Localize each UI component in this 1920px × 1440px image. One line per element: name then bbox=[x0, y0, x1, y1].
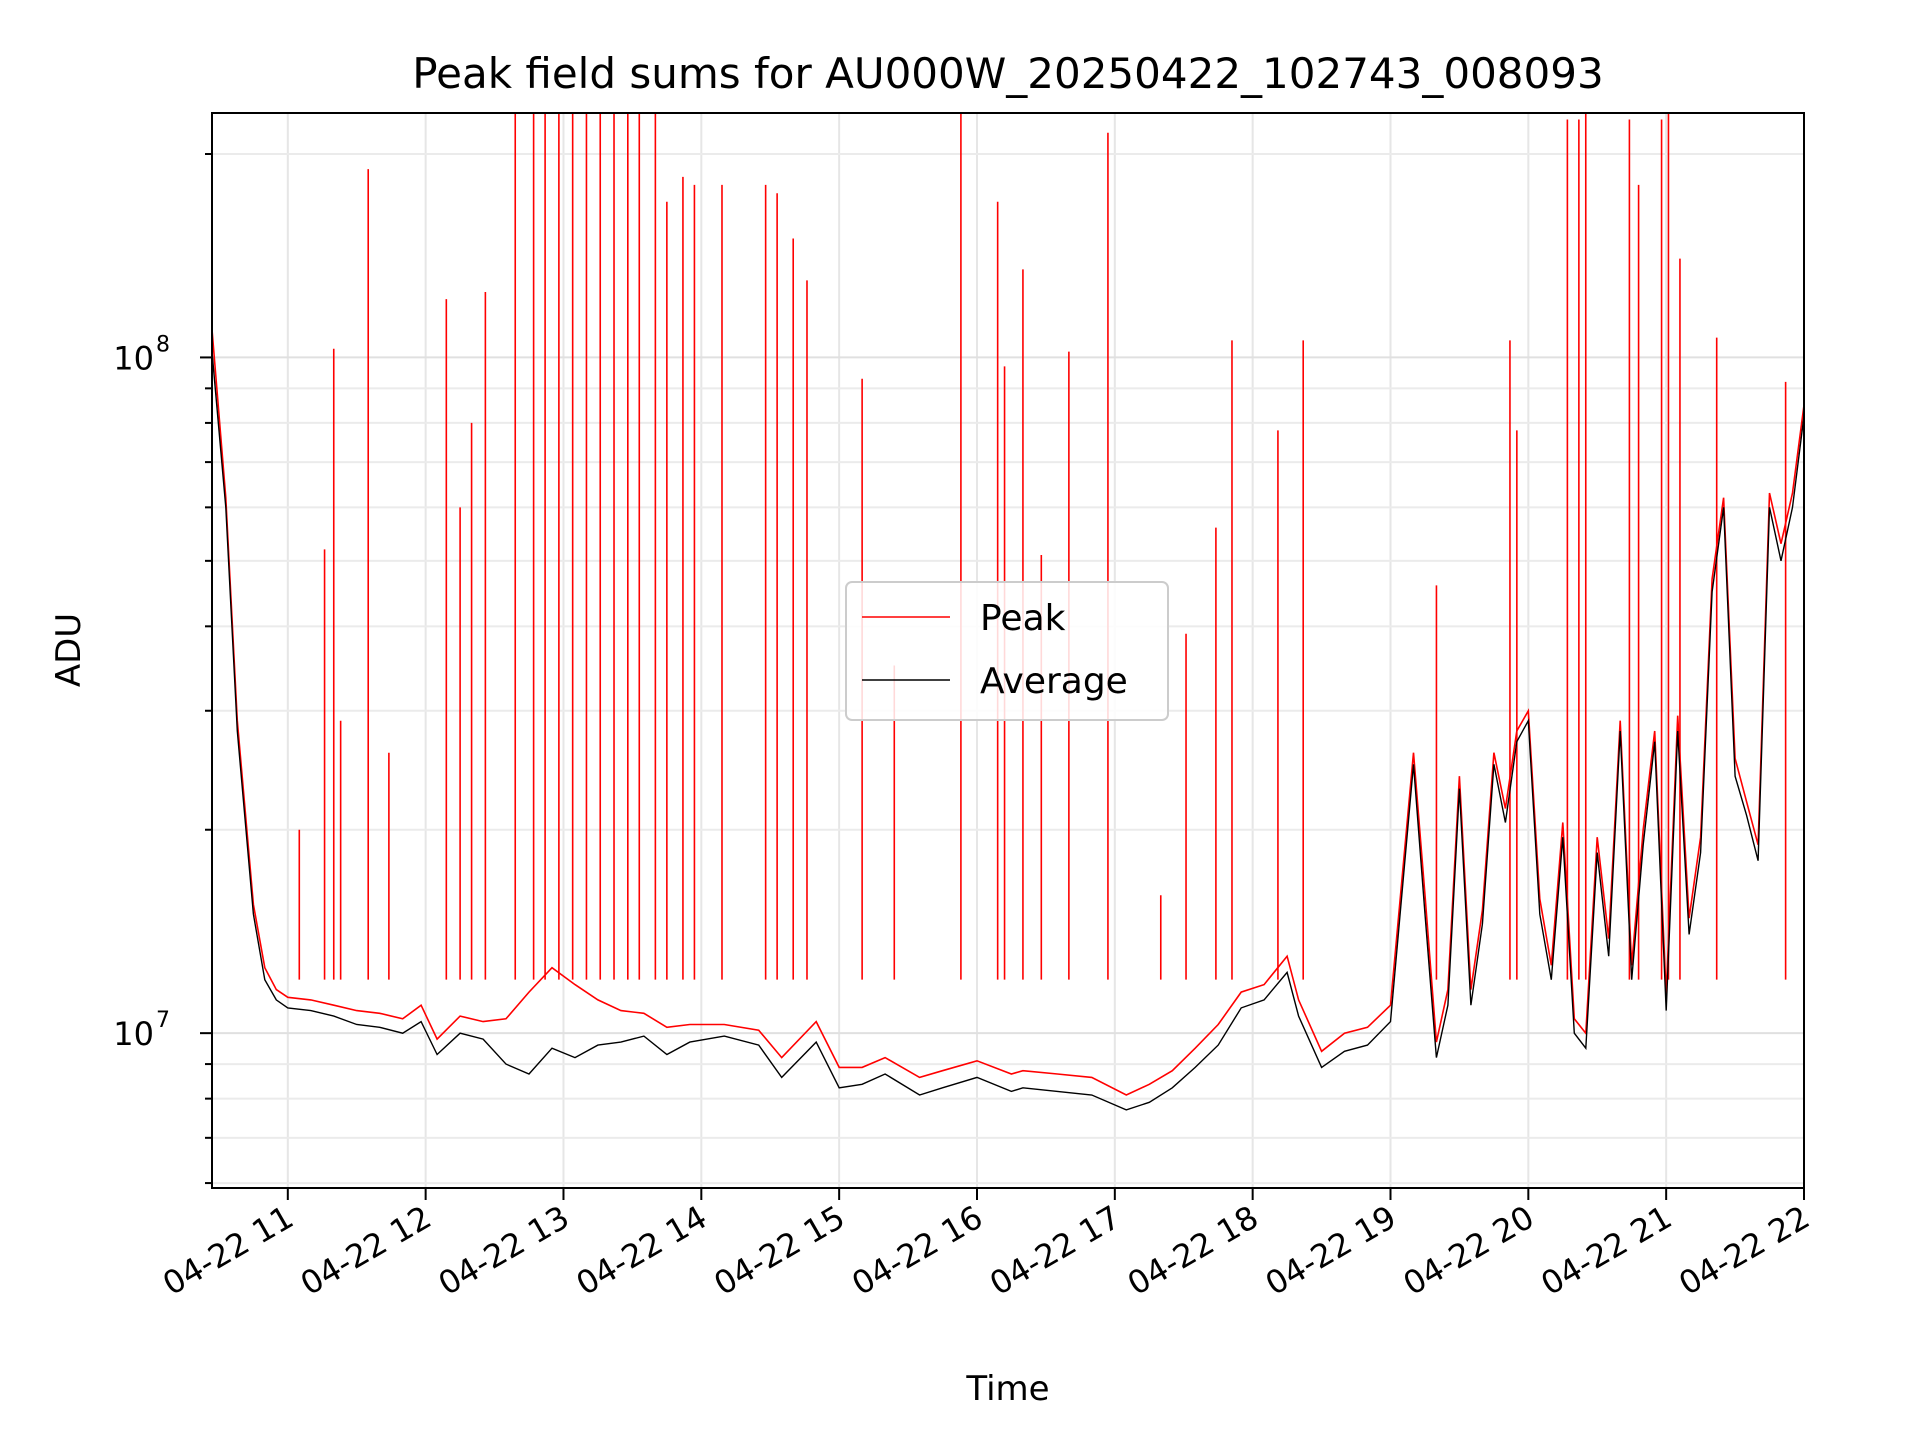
y-tick-label: 10 bbox=[113, 339, 154, 377]
legend: Peak Average bbox=[845, 581, 1169, 721]
plot-area bbox=[212, 113, 1804, 1111]
series-group bbox=[212, 113, 1804, 1111]
x-axis-label: Time bbox=[965, 1369, 1049, 1409]
plot-frame bbox=[211, 112, 1805, 1189]
y-axis-label: ADU bbox=[49, 613, 89, 687]
chart-title: Peak field sums for AU000W_20250422_1027… bbox=[412, 49, 1603, 98]
legend-peak-label: Peak bbox=[980, 598, 1066, 639]
y-tick-label: 10 bbox=[113, 1015, 154, 1053]
y-tick-exponent: 8 bbox=[156, 332, 170, 357]
legend-average-label: Average bbox=[980, 661, 1128, 702]
y-tick-exponent: 7 bbox=[156, 1008, 170, 1033]
series-average-line bbox=[212, 351, 1804, 1111]
